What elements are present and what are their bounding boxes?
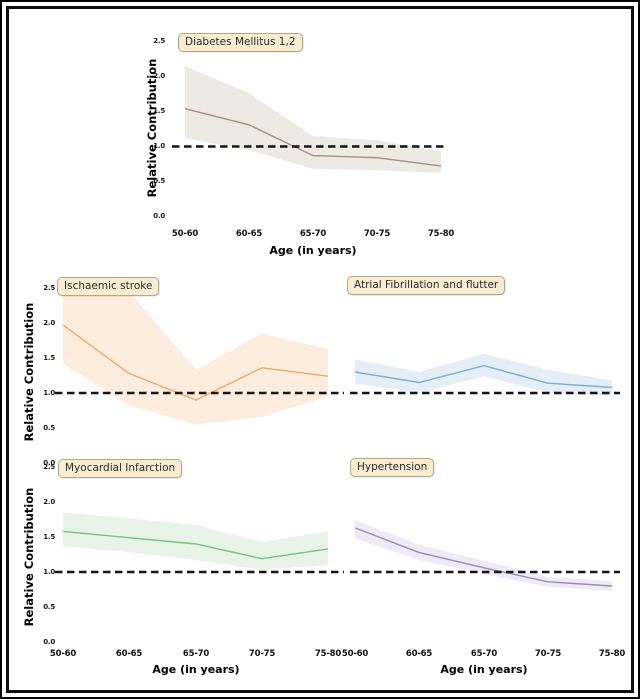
subplot-title-atrial-fibrillation: Atrial Fibrillation and flutter	[347, 276, 506, 295]
confidence-band-myocardial-infarction	[63, 512, 328, 570]
x-tick-label: 50-60	[341, 649, 369, 659]
subplot-title-diabetes-mellitus: Diabetes Mellitus 1,2	[178, 33, 303, 52]
x-tick-label: 70-75	[248, 649, 276, 659]
y-axis-label-middle: Relative Contribution	[22, 302, 36, 442]
x-tick-label: 65-70	[470, 649, 498, 659]
y-tick-label: 1.5	[43, 353, 55, 362]
confidence-band-hypertension	[355, 520, 612, 591]
y-tick-label: 1.0	[43, 388, 55, 397]
y-tick-label: 1.5	[153, 107, 165, 115]
x-tick-label: 50-60	[171, 229, 199, 239]
confidence-band-diabetes-mellitus-1-2	[185, 66, 441, 174]
confidence-band-ischaemic-stroke	[63, 289, 328, 425]
y-tick-label: 0.0	[43, 458, 55, 467]
y-tick-label: 2.0	[153, 72, 165, 80]
y-tick-label: 1.5	[43, 532, 55, 541]
subplot-title-myocardial-infarction: Myocardial Infarction	[58, 459, 183, 478]
y-tick-label: 0.0	[153, 212, 165, 220]
x-tick-label: 65-70	[299, 229, 327, 239]
x-axis-label-top: Age (in years)	[269, 244, 357, 257]
y-tick-label: 0.5	[43, 602, 55, 611]
series-line-atrial-fibrillation-and-flutter	[354, 364, 613, 389]
y-tick-label: 2.0	[43, 497, 55, 506]
x-tick-label: 60-65	[405, 649, 433, 659]
x-tick-label: 60-65	[235, 229, 263, 239]
x-tick-label: 70-75	[363, 229, 391, 239]
x-tick-label: 50-60	[49, 649, 77, 659]
y-tick-label: 0.0	[43, 637, 55, 646]
y-axis-label-top: Relative Contribution	[145, 58, 159, 198]
y-tick-label: 0.5	[153, 177, 165, 185]
x-tick-label: 70-75	[534, 649, 562, 659]
confidence-band-atrial-fibrillation-and-flutter	[355, 353, 612, 396]
x-axis-label-bottom-right: Age (in years)	[440, 663, 528, 676]
x-tick-label: 75-80	[314, 649, 342, 659]
y-tick-label: 0.5	[43, 423, 55, 432]
y-tick-label: 2.5	[153, 37, 165, 45]
series-line-diabetes-mellitus-1-2	[184, 108, 442, 167]
x-tick-label: 75-80	[598, 649, 626, 659]
x-axis-label-bottom-left: Age (in years)	[152, 663, 240, 676]
x-tick-label: 65-70	[182, 649, 210, 659]
y-tick-label: 2.0	[43, 318, 55, 327]
subplot-title-hypertension: Hypertension	[350, 458, 435, 477]
x-tick-label: 75-80	[427, 229, 455, 239]
y-tick-label: 2.5	[43, 462, 55, 471]
series-line-ischaemic-stroke	[62, 324, 329, 401]
y-tick-label: 2.5	[43, 283, 55, 292]
y-tick-label: 1.0	[43, 567, 55, 576]
y-axis-label-bottom: Relative Contribution	[22, 487, 36, 627]
y-tick-label: 1.0	[153, 142, 165, 150]
subplot-title-ischaemic-stroke: Ischaemic stroke	[57, 277, 160, 296]
x-tick-label: 60-65	[115, 649, 143, 659]
series-line-myocardial-infarction	[62, 530, 329, 560]
series-line-hypertension	[354, 527, 613, 587]
